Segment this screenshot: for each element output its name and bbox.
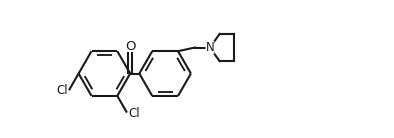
Text: O: O: [125, 40, 136, 53]
Text: N: N: [206, 41, 214, 54]
Text: Cl: Cl: [128, 107, 140, 120]
Text: Cl: Cl: [56, 84, 68, 97]
